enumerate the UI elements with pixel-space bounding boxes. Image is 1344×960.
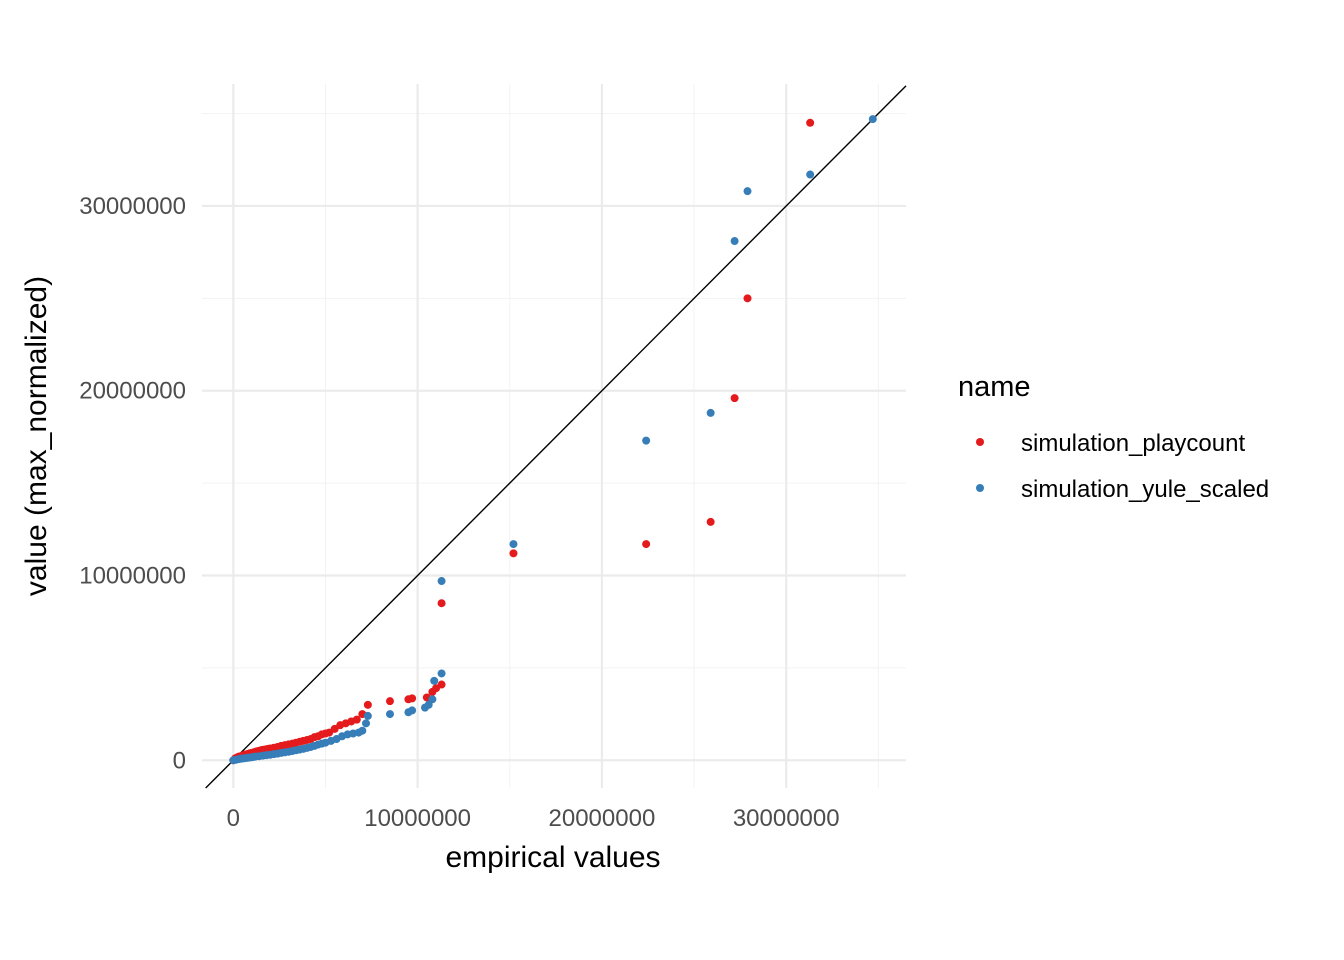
- point-simulation-playcount: [642, 540, 651, 549]
- reference-line-group: [205, 85, 907, 789]
- point-simulation-yule-scaled: [358, 726, 367, 735]
- point-simulation-yule-scaled: [428, 695, 437, 704]
- point-simulation-yule-scaled: [806, 170, 815, 179]
- point-simulation-playcount: [730, 394, 739, 403]
- legend-items: simulation_playcount simulation_yule_scal…: [976, 430, 1269, 503]
- x-tick-label: 20000000: [549, 805, 656, 832]
- point-simulation-yule-scaled: [362, 719, 371, 728]
- point-simulation-playcount: [437, 680, 446, 689]
- grid-minor: [202, 84, 906, 788]
- point-simulation-playcount: [363, 700, 372, 709]
- x-tick-label: 0: [227, 805, 240, 832]
- point-simulation-yule-scaled: [408, 706, 417, 715]
- point-simulation-playcount: [352, 715, 361, 724]
- point-simulation-yule-scaled: [385, 710, 394, 719]
- y-axis-title: value (max_normalized): [20, 276, 53, 596]
- point-simulation-playcount: [408, 694, 417, 703]
- point-simulation-yule-scaled: [706, 408, 715, 417]
- x-axis-title: empirical values: [445, 841, 660, 874]
- legend-label-simulation-yule-scaled: simulation_yule_scaled: [1021, 476, 1269, 503]
- y-tick-label: 0: [173, 747, 186, 774]
- point-simulation-yule-scaled: [437, 669, 446, 678]
- point-simulation-playcount: [385, 697, 394, 706]
- point-simulation-playcount: [743, 294, 752, 303]
- point-simulation-yule-scaled: [430, 676, 439, 685]
- grid-major: [202, 84, 906, 788]
- legend-title: name: [958, 371, 1031, 403]
- y-tick-labels: 0 10000000 20000000 30000000: [79, 193, 186, 774]
- x-tick-labels: 0 10000000 20000000 30000000: [227, 805, 840, 832]
- x-tick-label: 30000000: [733, 805, 840, 832]
- legend: name simulation_playcount simulation_yule…: [958, 371, 1269, 503]
- point-simulation-playcount: [509, 549, 518, 558]
- legend-key-simulation-yule-scaled: [976, 484, 984, 492]
- point-simulation-yule-scaled: [363, 711, 372, 720]
- point-simulation-playcount: [706, 517, 715, 526]
- point-simulation-yule-scaled: [642, 436, 651, 445]
- point-simulation-yule-scaled: [868, 115, 877, 124]
- point-simulation-yule-scaled: [437, 577, 446, 586]
- point-simulation-playcount: [806, 118, 815, 127]
- point-simulation-playcount: [437, 599, 446, 608]
- legend-label-simulation-playcount: simulation_playcount: [1021, 430, 1245, 457]
- point-simulation-yule-scaled: [509, 540, 518, 549]
- data-points: [229, 115, 877, 765]
- y-tick-label: 30000000: [79, 193, 186, 220]
- x-tick-label: 10000000: [364, 805, 471, 832]
- legend-key-simulation-playcount: [976, 438, 984, 446]
- y-tick-label: 20000000: [79, 378, 186, 405]
- y-tick-label: 10000000: [79, 563, 186, 590]
- reference-line: [205, 85, 907, 789]
- point-simulation-yule-scaled: [730, 237, 739, 246]
- point-simulation-yule-scaled: [743, 187, 752, 196]
